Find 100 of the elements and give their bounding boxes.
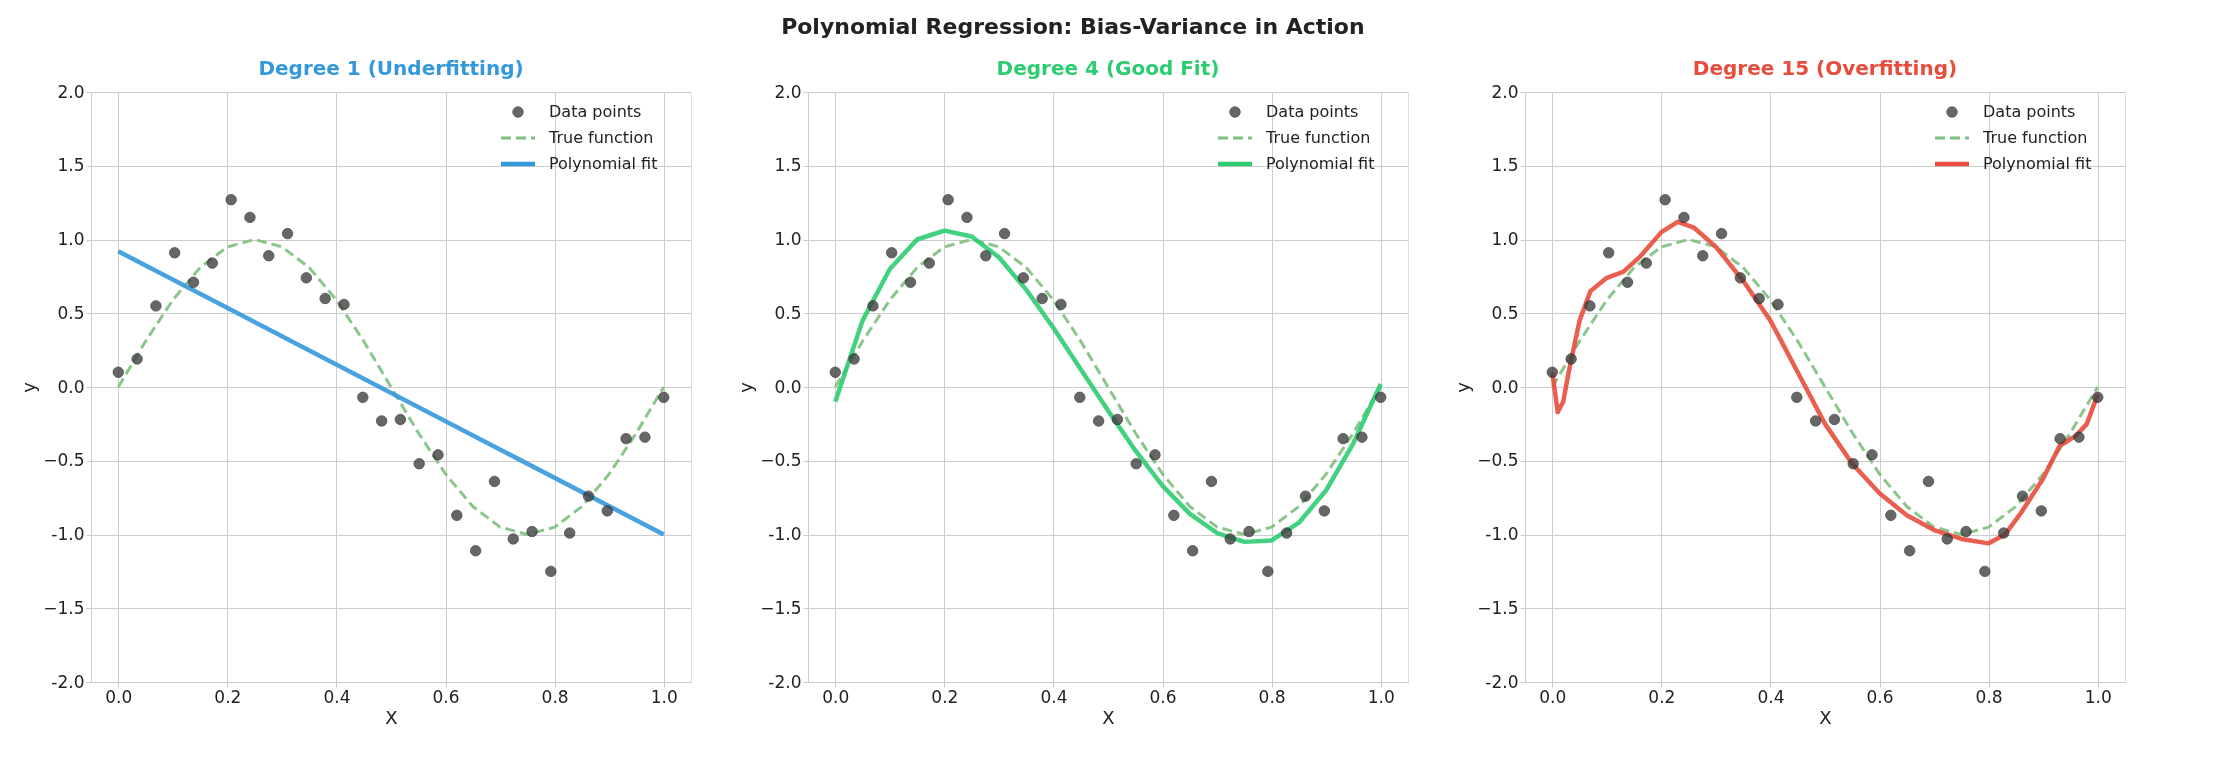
point xyxy=(867,300,879,312)
y-tick-label: 0.5 xyxy=(57,302,85,323)
point xyxy=(1791,391,1803,403)
point xyxy=(1621,276,1634,288)
x-tick-label: 0.6 xyxy=(432,686,460,707)
y-tick-label: 2.0 xyxy=(774,81,802,102)
point xyxy=(1546,366,1558,378)
point xyxy=(1375,391,1387,403)
point xyxy=(169,247,181,259)
point xyxy=(1337,432,1349,445)
point xyxy=(1603,247,1615,259)
x-axis-title: X xyxy=(1819,706,1832,728)
point xyxy=(244,211,256,224)
chart-title: Degree 15 (Overfitting) xyxy=(1692,56,1958,80)
x-tick-label: 1.0 xyxy=(1367,686,1395,707)
point xyxy=(1715,227,1728,240)
y-tick-label: -2.0 xyxy=(51,671,85,692)
y-tick-label: 1.0 xyxy=(774,229,802,249)
point xyxy=(1697,250,1709,262)
y-tick-label: −0.5 xyxy=(1477,450,1519,471)
y-tick-label: 1.0 xyxy=(1491,229,1519,249)
point xyxy=(639,431,651,443)
x-tick-label: 0.8 xyxy=(1258,686,1286,707)
point xyxy=(1224,533,1236,545)
legend-label: True function xyxy=(1265,128,1371,147)
point xyxy=(1565,353,1577,365)
point xyxy=(848,353,860,365)
y-tick-label: 2.0 xyxy=(57,81,85,102)
point xyxy=(319,292,331,305)
point xyxy=(1168,509,1180,521)
x-tick-label: 0.6 xyxy=(1149,686,1177,707)
x-tick-label: 0.8 xyxy=(541,686,569,707)
point xyxy=(488,475,501,488)
y-tick-label: −0.5 xyxy=(760,450,802,471)
legend-label: Polynomial fit xyxy=(549,154,658,173)
y-tick-label: -2.0 xyxy=(1485,671,1519,692)
x-tick-label: 0.0 xyxy=(105,686,133,707)
point xyxy=(2016,490,2029,502)
legend-label: Data points xyxy=(549,102,642,121)
point xyxy=(338,298,350,311)
point xyxy=(904,276,917,288)
x-tick-label: 0.4 xyxy=(1040,686,1068,707)
legend-label: True function xyxy=(548,128,654,147)
point xyxy=(507,533,519,545)
legend-label: True function xyxy=(1982,128,2088,147)
point xyxy=(206,257,218,269)
point xyxy=(112,366,124,378)
y-tick-label: 0.5 xyxy=(774,302,802,323)
point xyxy=(1998,527,2010,539)
point xyxy=(980,250,992,262)
y-tick-label: -2.0 xyxy=(768,671,802,692)
point xyxy=(1753,292,1765,305)
point xyxy=(1299,490,1312,502)
point xyxy=(1281,527,1293,539)
x-axis-title: X xyxy=(1102,706,1115,728)
text: Polynomial Regression: Bias-Variance in Action xyxy=(781,13,1365,39)
point xyxy=(923,257,935,269)
point xyxy=(187,276,200,288)
point xyxy=(1809,415,1822,427)
point xyxy=(1640,257,1652,269)
y-tick-label: 1.5 xyxy=(774,155,802,176)
x-tick-label: 0.0 xyxy=(1539,686,1567,707)
point xyxy=(1979,565,1991,578)
x-axis-title: X xyxy=(385,706,398,728)
point xyxy=(961,211,973,224)
point xyxy=(1205,475,1218,488)
point xyxy=(1678,211,1690,224)
point xyxy=(1941,533,1953,545)
point xyxy=(470,545,482,557)
x-tick-label: 0.6 xyxy=(1866,686,1894,707)
point xyxy=(1584,300,1596,312)
x-tick-label: 1.0 xyxy=(2084,686,2112,707)
point xyxy=(1866,449,1878,461)
point xyxy=(131,353,143,365)
point xyxy=(620,432,632,445)
point xyxy=(601,505,613,517)
y-tick-label: 0.0 xyxy=(1491,376,1519,397)
point xyxy=(658,391,670,403)
y-tick-label: -1.0 xyxy=(1485,524,1519,544)
point xyxy=(1036,292,1048,305)
point xyxy=(526,525,538,538)
point xyxy=(2035,505,2047,517)
point xyxy=(432,449,444,461)
legend-label: Polynomial fit xyxy=(1983,154,2092,173)
x-tick-label: 0.0 xyxy=(822,686,850,707)
point xyxy=(1659,194,1671,206)
point xyxy=(998,227,1011,240)
y-tick-label: 1.5 xyxy=(1491,155,1519,176)
y-tick-label: -1.0 xyxy=(768,524,802,544)
legend-label: Polynomial fit xyxy=(1266,154,1375,173)
x-tick-label: 0.8 xyxy=(1975,686,2003,707)
point xyxy=(1356,431,1368,443)
point xyxy=(1111,413,1124,426)
x-tick-label: 0.2 xyxy=(1648,686,1676,707)
point xyxy=(1092,415,1105,427)
point xyxy=(1922,475,1935,488)
x-tick-label: 0.2 xyxy=(214,686,242,707)
point xyxy=(150,300,162,312)
point xyxy=(1904,545,1916,557)
point xyxy=(582,490,595,502)
